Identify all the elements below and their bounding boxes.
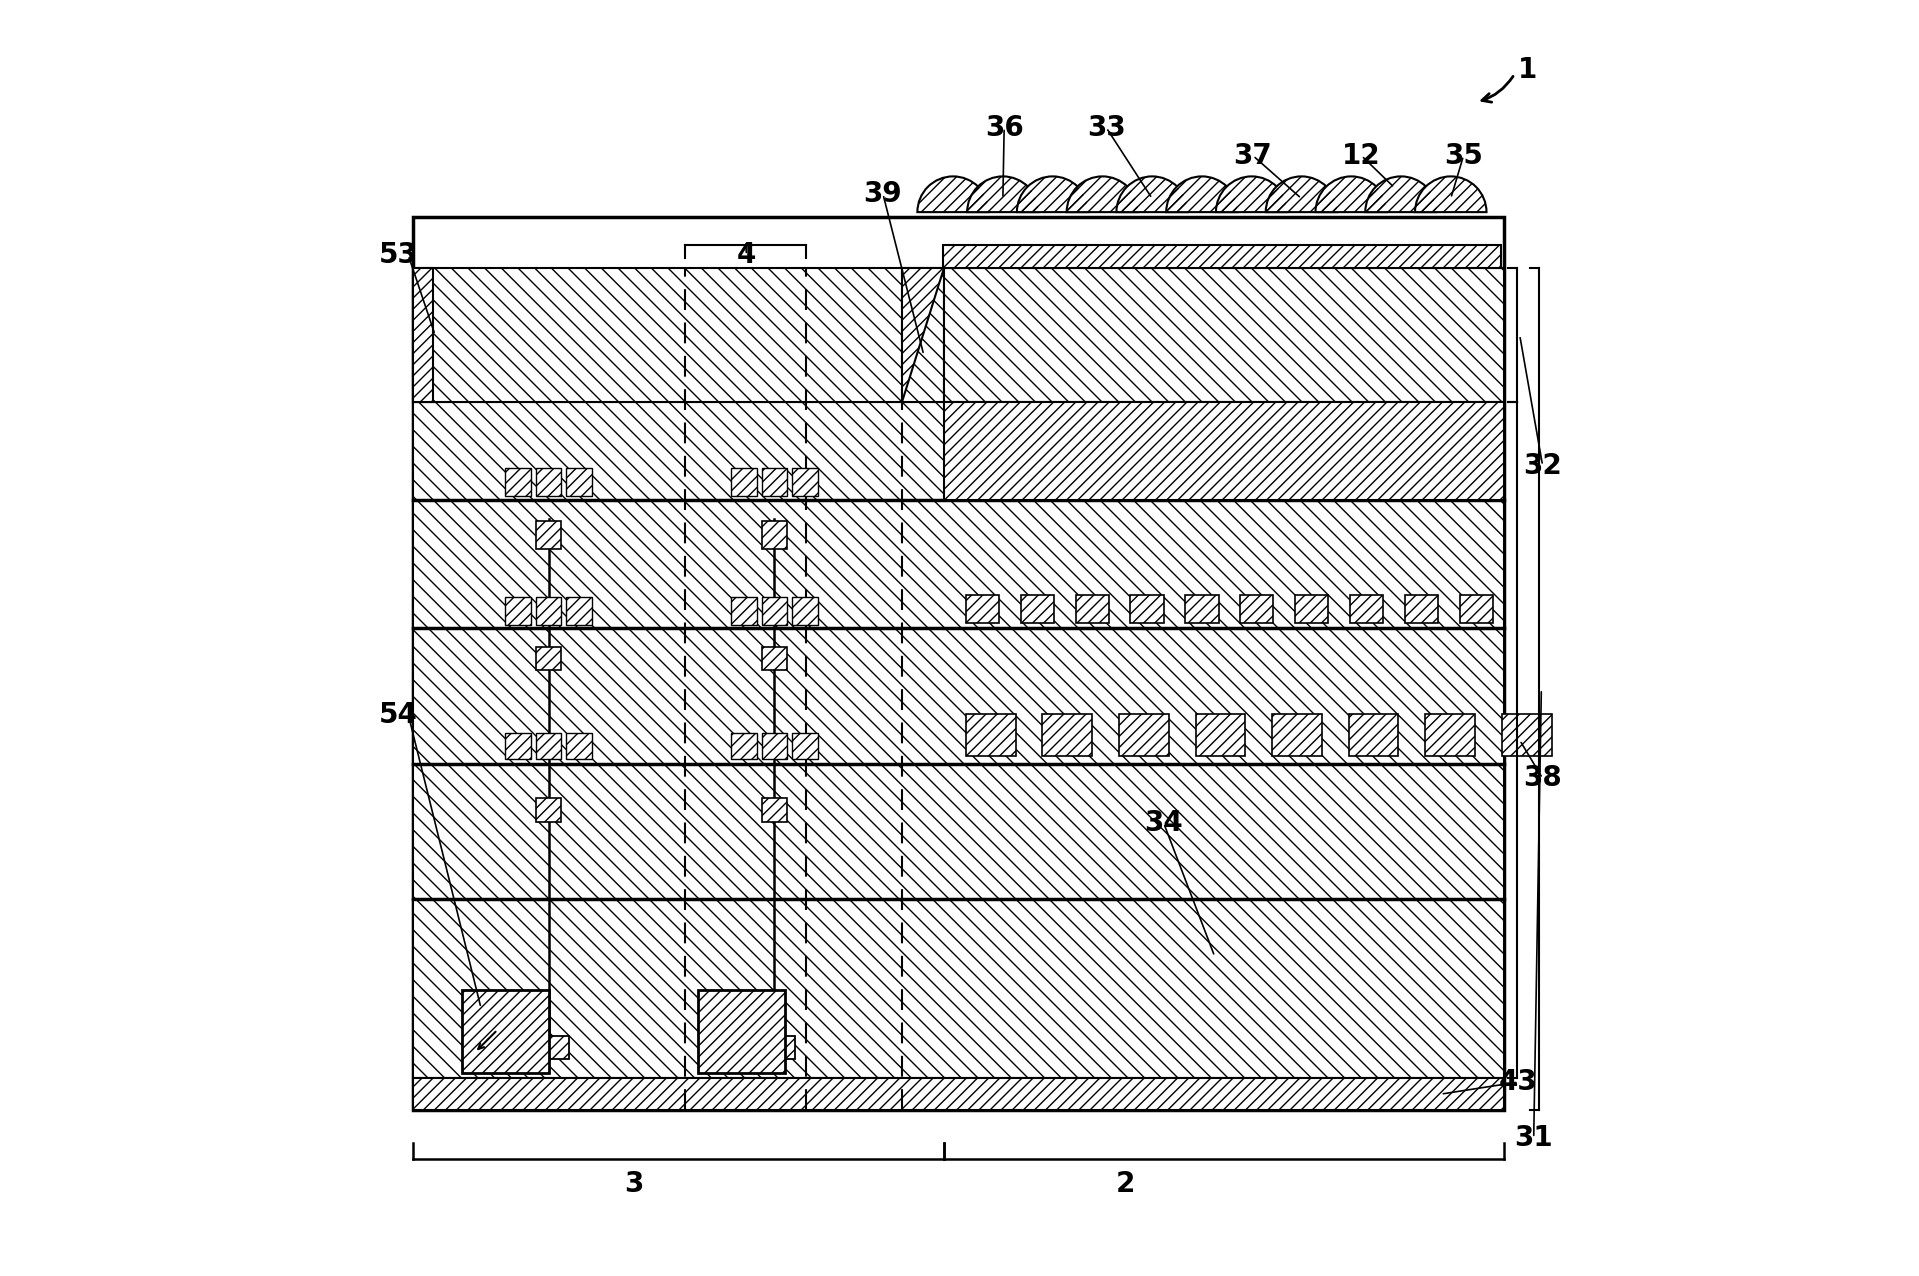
Bar — [1240, 595, 1274, 624]
Bar — [566, 734, 593, 759]
Wedge shape — [1017, 176, 1088, 212]
Bar — [1503, 715, 1552, 757]
Bar — [535, 799, 562, 822]
Bar — [965, 595, 1000, 624]
Text: 36: 36 — [984, 114, 1023, 142]
Text: 3: 3 — [624, 1170, 643, 1198]
Bar — [1349, 595, 1384, 624]
Polygon shape — [902, 268, 944, 402]
Text: 32: 32 — [1524, 452, 1562, 480]
Wedge shape — [917, 176, 988, 212]
Bar — [528, 1036, 570, 1059]
Bar — [1460, 595, 1493, 624]
Bar — [1272, 715, 1322, 757]
Wedge shape — [1414, 176, 1487, 212]
Text: 54: 54 — [378, 701, 418, 729]
Bar — [793, 468, 817, 496]
Bar — [1426, 715, 1476, 757]
Text: 39: 39 — [864, 180, 902, 208]
Bar — [535, 647, 562, 670]
Bar — [793, 597, 817, 625]
Bar — [731, 468, 756, 496]
Bar — [535, 597, 562, 625]
Bar — [762, 799, 787, 822]
Text: 43: 43 — [1499, 1068, 1537, 1096]
Wedge shape — [1267, 176, 1338, 212]
Bar — [754, 1036, 794, 1059]
Bar — [762, 597, 787, 625]
Text: 12: 12 — [1341, 142, 1382, 170]
Bar — [505, 468, 532, 496]
Bar — [944, 402, 1504, 500]
Bar — [413, 268, 432, 402]
Wedge shape — [1117, 176, 1188, 212]
Wedge shape — [1167, 176, 1238, 212]
Wedge shape — [1364, 176, 1437, 212]
Bar — [566, 468, 593, 496]
Bar — [944, 268, 1504, 402]
Text: 1: 1 — [1518, 56, 1537, 84]
Bar — [535, 468, 562, 496]
Text: 33: 33 — [1086, 114, 1126, 142]
Bar — [535, 521, 562, 549]
Bar — [1119, 715, 1169, 757]
Bar — [1405, 595, 1437, 624]
Bar — [413, 268, 944, 402]
Bar — [965, 715, 1015, 757]
Bar — [731, 597, 756, 625]
Bar — [1196, 715, 1245, 757]
Bar — [1130, 595, 1163, 624]
Bar — [1042, 715, 1092, 757]
Bar — [1349, 715, 1399, 757]
Text: 34: 34 — [1144, 809, 1182, 837]
Bar — [413, 1078, 1504, 1110]
Bar — [942, 245, 1501, 268]
Bar — [762, 647, 787, 670]
Bar — [413, 217, 1504, 1110]
Text: 4: 4 — [737, 241, 756, 269]
Bar — [793, 734, 817, 759]
Bar — [566, 597, 593, 625]
Text: 35: 35 — [1445, 142, 1483, 170]
Bar — [505, 734, 532, 759]
Bar — [762, 468, 787, 496]
Text: 37: 37 — [1234, 142, 1272, 170]
Wedge shape — [967, 176, 1038, 212]
Text: 2: 2 — [1115, 1170, 1134, 1198]
Text: 38: 38 — [1524, 764, 1562, 792]
Bar — [1295, 595, 1328, 624]
Wedge shape — [1217, 176, 1288, 212]
Bar — [1186, 595, 1219, 624]
Bar — [762, 521, 787, 549]
Bar — [1021, 595, 1054, 624]
Bar — [505, 597, 532, 625]
Bar — [1077, 595, 1109, 624]
Text: 53: 53 — [378, 241, 418, 269]
Bar — [535, 734, 562, 759]
Text: 31: 31 — [1514, 1124, 1552, 1152]
Bar — [699, 990, 785, 1073]
Bar — [731, 734, 756, 759]
Wedge shape — [1316, 176, 1387, 212]
Bar — [462, 990, 549, 1073]
Bar — [762, 734, 787, 759]
Bar — [413, 402, 1504, 1078]
Wedge shape — [1067, 176, 1138, 212]
